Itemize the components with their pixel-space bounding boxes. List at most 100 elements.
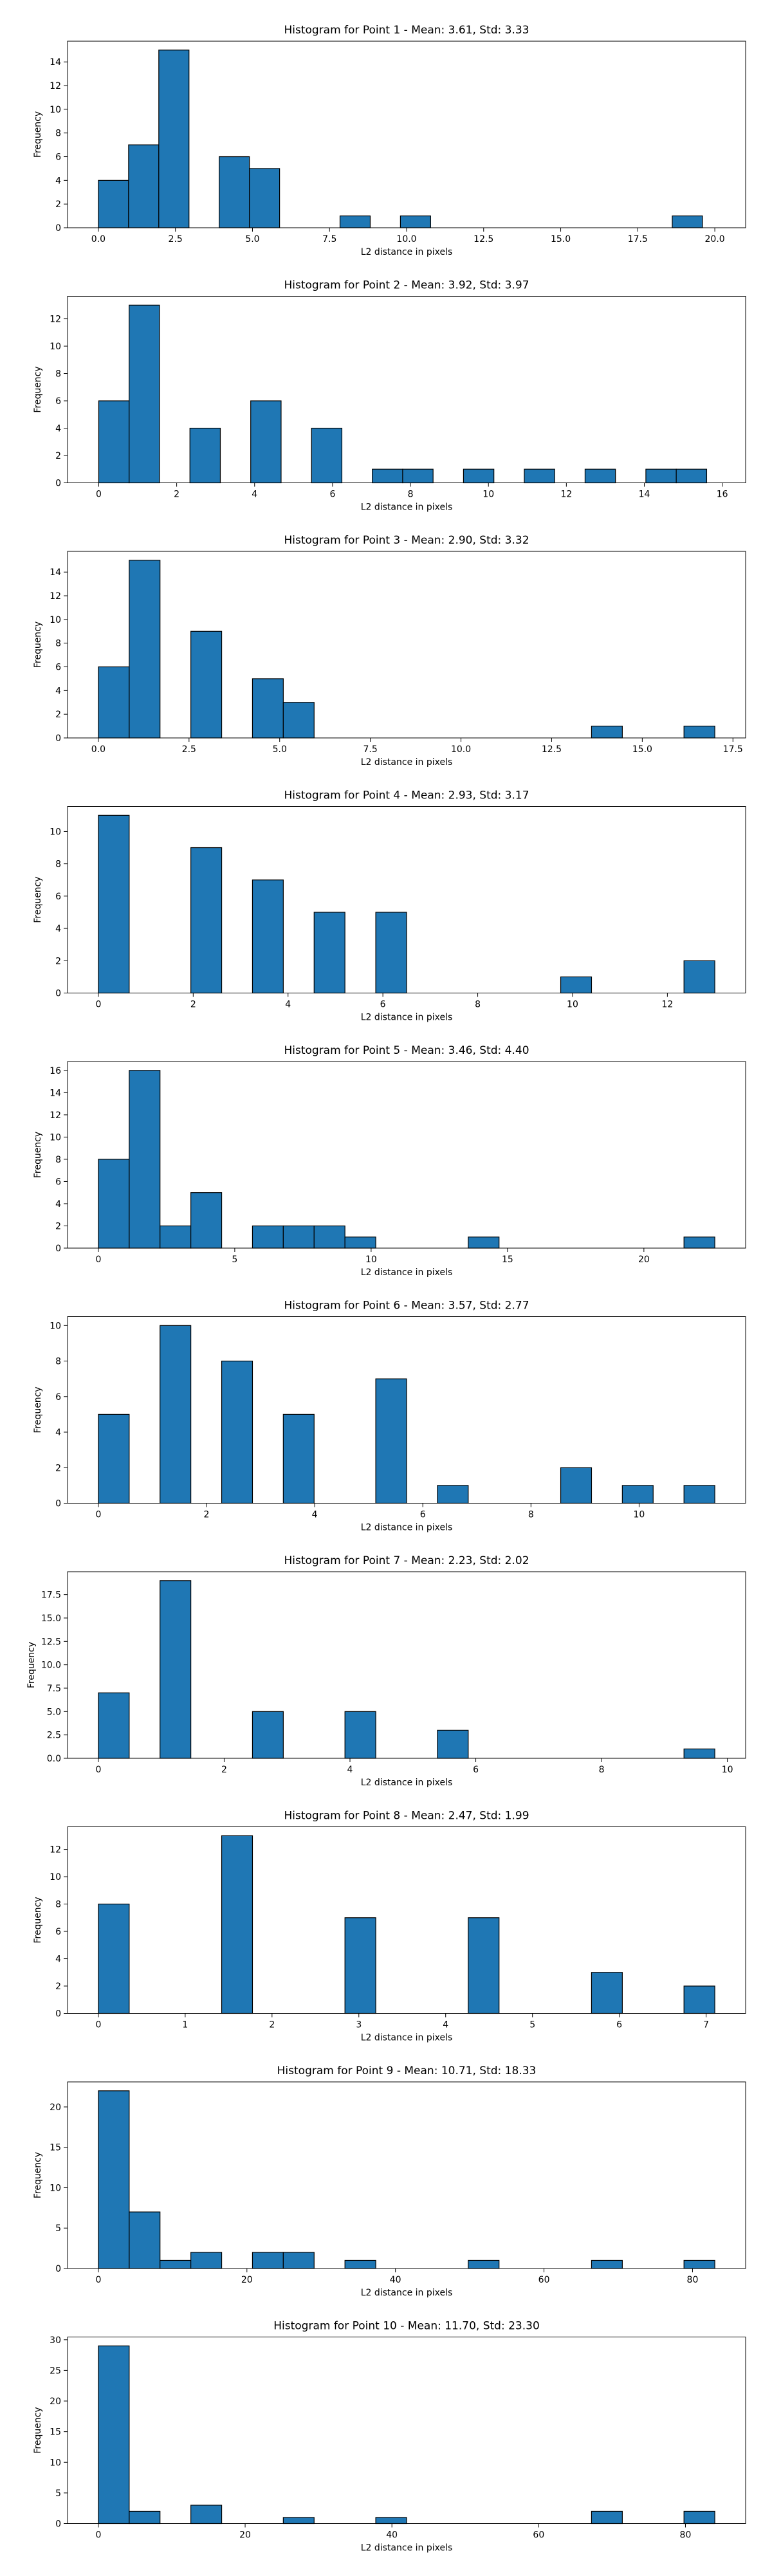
chart-panel-3: Histogram for Point 3 - Mean: 2.90, Std:… xyxy=(33,534,746,768)
bars-group xyxy=(98,1835,715,2014)
x-tick-label: 4 xyxy=(252,490,257,500)
histogram-bar xyxy=(339,215,371,228)
x-tick-label: 12.5 xyxy=(473,234,493,244)
y-axis-label: Frequency xyxy=(33,1897,43,1943)
y-tick-label: 12 xyxy=(50,315,61,325)
x-axis-label: L2 distance in pixels xyxy=(361,1523,453,1533)
x-tick-label: 6 xyxy=(616,2020,622,2030)
x-tick-label: 2.5 xyxy=(182,744,196,755)
chart-panel-7: Histogram for Point 7 - Mean: 2.23, Std:… xyxy=(26,1554,746,1788)
bars-group xyxy=(98,1325,715,1504)
histogram-bar xyxy=(190,1192,223,1249)
x-tick-label: 15.0 xyxy=(632,744,652,755)
histogram-bar xyxy=(683,1985,715,2014)
y-tick-label: 4 xyxy=(55,1199,61,1210)
histogram-bar xyxy=(560,976,593,994)
histogram-bar xyxy=(676,468,708,484)
bars-group xyxy=(98,2090,715,2269)
x-tick-label: 40 xyxy=(390,2275,401,2285)
histogram-bar xyxy=(160,1225,192,1249)
histogram-bar xyxy=(375,2517,407,2525)
y-tick-label: 6 xyxy=(55,1392,61,1403)
chart-title: Histogram for Point 4 - Mean: 2.93, Std:… xyxy=(284,789,529,802)
x-axis-label: L2 distance in pixels xyxy=(361,757,453,768)
x-tick-label: 4 xyxy=(347,1765,353,1775)
x-tick-label: 20 xyxy=(638,1255,650,1265)
x-tick-label: 0 xyxy=(95,1000,101,1010)
histogram-bar xyxy=(160,1325,192,1504)
histogram-bar xyxy=(160,2259,192,2269)
y-tick-label: 2 xyxy=(55,956,61,966)
bars-group xyxy=(98,1580,715,1759)
bars-group xyxy=(98,560,715,739)
y-tick-label: 12 xyxy=(50,81,61,91)
y-tick-label: 12 xyxy=(50,1110,61,1121)
y-tick-label: 8 xyxy=(55,369,61,380)
histogram-bar xyxy=(98,2090,130,2269)
y-tick-label: 8 xyxy=(55,1900,61,1910)
y-tick-label: 0 xyxy=(55,2519,61,2530)
x-tick-label: 20 xyxy=(241,2275,253,2285)
histogram-bar xyxy=(221,1360,253,1504)
y-tick-label: 5 xyxy=(55,2489,61,2499)
x-tick-label: 10 xyxy=(567,1000,578,1010)
histogram-bar xyxy=(252,1225,284,1249)
y-tick-label: 2.5 xyxy=(47,1731,61,1741)
x-tick-label: 2 xyxy=(174,490,179,500)
histogram-bar xyxy=(128,144,160,228)
histogram-bar xyxy=(190,2505,223,2525)
x-tick-label: 7 xyxy=(703,2020,709,2030)
x-tick-label: 0.0 xyxy=(91,234,106,244)
histogram-bar xyxy=(189,427,221,484)
y-tick-label: 8 xyxy=(55,639,61,649)
x-tick-label: 0 xyxy=(96,490,102,500)
chart-title: Histogram for Point 8 - Mean: 2.47, Std:… xyxy=(284,1810,529,1823)
histogram-bar xyxy=(344,1237,376,1249)
x-tick-label: 2 xyxy=(190,1000,196,1010)
y-tick-label: 12 xyxy=(50,1845,61,1855)
histogram-bar xyxy=(158,50,190,228)
x-axis-label: L2 distance in pixels xyxy=(361,1013,453,1023)
y-tick-label: 14 xyxy=(50,1088,61,1098)
y-axis-label: Frequency xyxy=(33,111,43,158)
y-axis-label: Frequency xyxy=(33,1386,43,1433)
y-tick-label: 4 xyxy=(55,686,61,696)
histogram-bar xyxy=(683,1748,715,1759)
y-tick-label: 10 xyxy=(50,2458,61,2468)
chart-panel-2: Histogram for Point 2 - Mean: 3.92, Std:… xyxy=(33,279,746,513)
y-tick-label: 4 xyxy=(55,1428,61,1438)
histogram-bar xyxy=(591,2259,623,2269)
y-tick-label: 6 xyxy=(55,663,61,673)
x-tick-label: 3 xyxy=(356,2020,362,2030)
y-tick-label: 2 xyxy=(55,451,61,461)
y-tick-label: 10 xyxy=(50,2183,61,2193)
y-tick-label: 2 xyxy=(55,199,61,210)
x-tick-label: 0 xyxy=(95,2530,101,2541)
x-tick-label: 0 xyxy=(95,1765,101,1775)
histogram-bar xyxy=(250,400,282,484)
x-tick-label: 0.0 xyxy=(91,744,106,755)
x-tick-label: 5 xyxy=(529,2020,535,2030)
x-tick-label: 10.0 xyxy=(396,234,416,244)
histogram-bar xyxy=(683,1485,715,1504)
histogram-bar xyxy=(313,1225,345,1249)
histogram-bar xyxy=(672,215,703,228)
y-tick-label: 6 xyxy=(55,1927,61,1937)
histogram-bar xyxy=(344,1711,376,1759)
y-tick-label: 15.0 xyxy=(41,1614,61,1624)
y-tick-label: 12.5 xyxy=(41,1637,61,1647)
x-tick-label: 5 xyxy=(232,1255,237,1265)
x-tick-label: 60 xyxy=(533,2530,544,2541)
y-tick-label: 15 xyxy=(50,2427,61,2438)
y-axis-label: Frequency xyxy=(33,876,43,923)
histogram-bar xyxy=(311,427,343,484)
y-tick-label: 0 xyxy=(55,733,61,744)
histogram-bar xyxy=(524,468,555,484)
x-tick-label: 17.5 xyxy=(628,234,648,244)
y-tick-label: 0 xyxy=(55,1244,61,1254)
x-tick-label: 2 xyxy=(221,1765,227,1775)
y-tick-label: 2 xyxy=(55,1221,61,1231)
histogram-bar xyxy=(468,2259,500,2269)
histogram-bar xyxy=(683,2510,715,2525)
y-tick-label: 10 xyxy=(50,1321,61,1331)
